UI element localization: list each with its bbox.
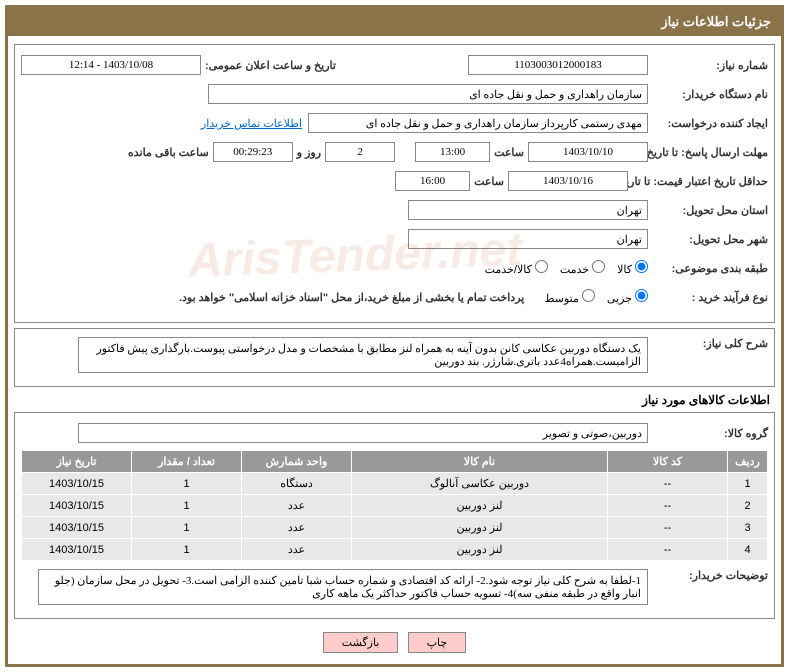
description-fieldset: شرح کلی نیاز: یک دستگاه دوربین عکاسی کان… [14, 328, 775, 387]
header-fieldset: شماره نیاز: تاریخ و ساعت اعلان عمومی: نا… [14, 44, 775, 323]
deadline-send-label: مهلت ارسال پاسخ: تا تاریخ: [648, 146, 768, 159]
cell-date: 1403/10/15 [22, 517, 132, 539]
cat-both-radio[interactable] [535, 260, 548, 273]
cat-goods-option[interactable]: کالا [605, 260, 648, 276]
buyer-contact-link[interactable]: اطلاعات تماس خریدار [201, 117, 308, 130]
table-row: 1--دوربین عکاسی آنالوگدستگاه11403/10/15 [22, 473, 768, 495]
cell-date: 1403/10/15 [22, 473, 132, 495]
back-button[interactable]: بازگشت [323, 632, 399, 653]
city-label: شهر محل تحویل: [648, 233, 768, 246]
cell-name: دوربین عکاسی آنالوگ [352, 473, 608, 495]
print-button[interactable]: چاپ [408, 632, 467, 653]
cell-unit: دستگاه [242, 473, 352, 495]
time-label-1: ساعت [490, 146, 528, 159]
cell-qty: 1 [132, 539, 242, 561]
days-remaining-field[interactable] [325, 142, 395, 162]
requester-field[interactable] [308, 113, 648, 133]
items-table: ردیف کد کالا نام کالا واحد شمارش تعداد /… [21, 450, 768, 561]
need-number-field[interactable] [468, 55, 648, 75]
time-label-2: ساعت [470, 175, 508, 188]
deadline-send-time-field[interactable] [415, 142, 490, 162]
cell-n: 1 [728, 473, 768, 495]
province-field[interactable] [408, 200, 648, 220]
table-row: 2--لنز دوربینعدد11403/10/15 [22, 495, 768, 517]
buyer-org-label: نام دستگاه خریدار: [648, 88, 768, 101]
requester-label: ایجاد کننده درخواست: [648, 117, 768, 130]
buyer-org-field[interactable] [208, 84, 648, 104]
province-label: استان محل تحویل: [648, 204, 768, 217]
pt-medium-radio[interactable] [582, 289, 595, 302]
items-section-title: اطلاعات کالاهای مورد نیاز [19, 393, 770, 407]
cell-n: 2 [728, 495, 768, 517]
cat-service-option[interactable]: خدمت [548, 260, 605, 276]
notes-text[interactable]: 1-لطفا به شرح کلی نیاز توجه شود.2- ارائه… [38, 569, 648, 605]
cell-date: 1403/10/15 [22, 539, 132, 561]
th-date: تاریخ نیاز [22, 451, 132, 473]
cell-code: -- [608, 517, 728, 539]
cell-unit: عدد [242, 539, 352, 561]
need-number-label: شماره نیاز: [648, 59, 768, 72]
group-label: گروه کالا: [648, 427, 768, 440]
cat-both-option[interactable]: کالا/خدمت [473, 260, 548, 276]
desc-label: شرح کلی نیاز: [648, 337, 768, 350]
time-remaining-field[interactable] [213, 142, 293, 162]
cell-date: 1403/10/15 [22, 495, 132, 517]
cell-unit: عدد [242, 495, 352, 517]
cell-qty: 1 [132, 495, 242, 517]
cell-code: -- [608, 539, 728, 561]
days-label: روز و [293, 146, 325, 159]
th-qty: تعداد / مقدار [132, 451, 242, 473]
cell-n: 4 [728, 539, 768, 561]
announce-date-label: تاریخ و ساعت اعلان عمومی: [201, 59, 340, 72]
cell-code: -- [608, 495, 728, 517]
cell-name: لنز دوربین [352, 517, 608, 539]
cell-qty: 1 [132, 473, 242, 495]
pt-small-radio[interactable] [635, 289, 648, 302]
items-fieldset: گروه کالا: ردیف کد کالا نام کالا واحد شم… [14, 412, 775, 619]
cat-service-radio[interactable] [592, 260, 605, 273]
th-row: ردیف [728, 451, 768, 473]
cat-goods-radio[interactable] [635, 260, 648, 273]
table-row: 3--لنز دوربینعدد11403/10/15 [22, 517, 768, 539]
city-field[interactable] [408, 229, 648, 249]
cell-name: لنز دوربین [352, 495, 608, 517]
cat-both-text: کالا/خدمت [485, 264, 532, 276]
purchase-type-label: نوع فرآیند خرید : [648, 291, 768, 304]
cat-service-text: خدمت [560, 264, 589, 276]
notes-label: توضیحات خریدار: [648, 569, 768, 582]
cat-goods-text: کالا [617, 264, 632, 276]
cell-n: 3 [728, 517, 768, 539]
validity-time-field[interactable] [395, 171, 470, 191]
panel-title: جزئیات اطلاعات نیاز [8, 8, 781, 36]
cell-code: -- [608, 473, 728, 495]
cell-unit: عدد [242, 517, 352, 539]
deadline-send-date-field[interactable] [528, 142, 648, 162]
table-row: 4--لنز دوربینعدد11403/10/15 [22, 539, 768, 561]
validity-date-field[interactable] [508, 171, 628, 191]
th-name: نام کالا [352, 451, 608, 473]
pt-medium-option[interactable]: متوسط [532, 289, 595, 305]
pt-small-option[interactable]: جزیی [595, 289, 648, 305]
validity-label: حداقل تاریخ اعتبار قیمت: تا تاریخ: [628, 175, 768, 188]
th-code: کد کالا [608, 451, 728, 473]
pt-small-text: جزیی [607, 293, 632, 305]
group-field[interactable] [78, 423, 648, 443]
category-label: طبقه بندی موضوعی: [648, 262, 768, 275]
cell-qty: 1 [132, 517, 242, 539]
cell-name: لنز دوربین [352, 539, 608, 561]
announce-date-field[interactable] [21, 55, 201, 75]
remaining-label: ساعت باقی مانده [124, 146, 213, 159]
desc-text[interactable]: یک دستگاه دوربین عکاسی کانن بدون آینه به… [78, 337, 648, 373]
pt-medium-text: متوسط [544, 293, 579, 305]
payment-hint: پرداخت تمام یا بخشی از مبلغ خرید،از محل … [179, 291, 532, 304]
th-unit: واحد شمارش [242, 451, 352, 473]
